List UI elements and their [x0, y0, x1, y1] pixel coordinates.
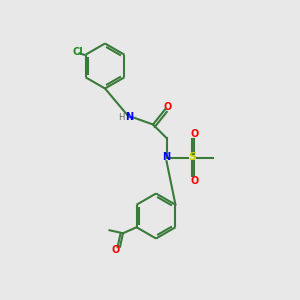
Text: N: N — [125, 112, 133, 122]
Text: H: H — [118, 112, 125, 122]
Text: S: S — [188, 152, 196, 163]
Text: O: O — [111, 245, 120, 255]
Text: O: O — [190, 129, 199, 139]
Text: O: O — [163, 101, 172, 112]
Text: Cl: Cl — [73, 47, 83, 57]
Text: O: O — [190, 176, 199, 186]
Text: N: N — [162, 152, 171, 163]
